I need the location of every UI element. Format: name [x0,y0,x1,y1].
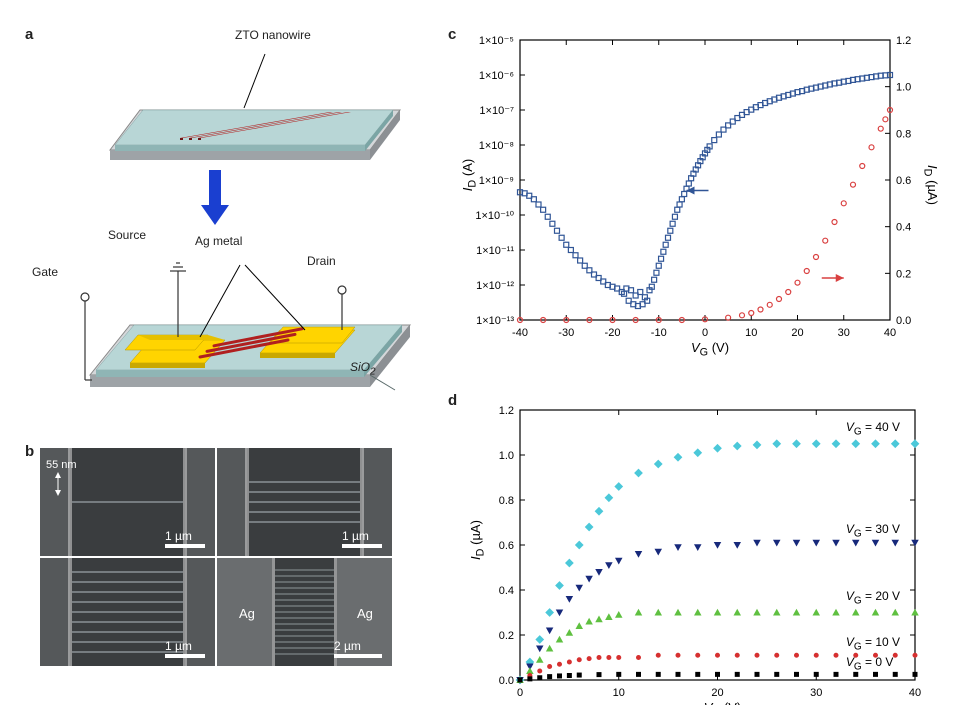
output-curve-plot: 0102030400.00.20.40.60.81.01.2VD (V)ID (… [0,0,959,705]
svg-text:0.6: 0.6 [499,540,514,552]
svg-text:20: 20 [711,687,723,699]
svg-text:0.4: 0.4 [499,585,514,597]
svg-text:0.2: 0.2 [499,630,514,642]
svg-text:30: 30 [810,687,822,699]
svg-text:0.0: 0.0 [499,675,514,687]
svg-text:1.2: 1.2 [499,405,514,417]
svg-text:0.8: 0.8 [499,495,514,507]
svg-text:1.0: 1.0 [499,450,514,462]
svg-text:10: 10 [613,687,625,699]
svg-text:40: 40 [909,687,921,699]
svg-text:0: 0 [517,687,523,699]
